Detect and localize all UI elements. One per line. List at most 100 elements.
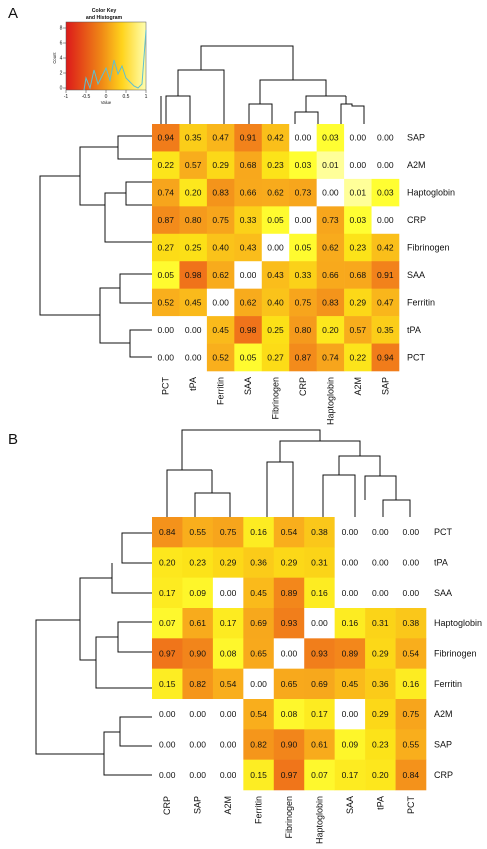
- heatmap-cell: [344, 206, 372, 235]
- heatmap-a-row-dendrogram: [39, 135, 152, 358]
- heatmap-cell: [234, 233, 263, 262]
- cell-value-label: 0.00: [189, 709, 206, 719]
- cell-value-label: 0.52: [212, 352, 229, 362]
- heatmap-cell: [395, 547, 427, 578]
- cell-value-label: 0.22: [157, 160, 174, 170]
- cell-value-label: 0.00: [377, 215, 394, 225]
- heatmap-cell: [395, 699, 427, 730]
- heatmap-cell: [152, 577, 183, 609]
- heatmap-cell: [206, 261, 235, 289]
- cell-value-label: 0.08: [220, 649, 237, 659]
- cell-value-label: 0.94: [157, 133, 174, 143]
- cell-value-label: 0.75: [295, 297, 312, 307]
- heatmap-cell: [261, 343, 290, 372]
- heatmap-cell: [152, 288, 180, 317]
- heatmap-cell: [289, 343, 317, 372]
- column-label: Fibrinogen: [284, 796, 294, 839]
- cell-value-label: 0.57: [185, 160, 202, 170]
- heatmap-cell: [344, 124, 372, 152]
- cell-value-label: 0.61: [189, 618, 206, 628]
- cell-value-label: 0.31: [372, 618, 389, 628]
- cell-value-label: 0.69: [311, 679, 328, 689]
- heatmap-cell: [289, 233, 317, 262]
- heatmap-a-dendrograms: [39, 45, 365, 358]
- heatmap-cell: [289, 261, 317, 289]
- heatmap-cell: [316, 316, 345, 344]
- cell-value-label: 0.00: [159, 770, 176, 780]
- heatmap-b: 0.84 0.55 0.75 0.16 0.54 0.38 0.00 0.00 0.00 0.20…: [35, 429, 482, 844]
- row-label: PCT: [434, 527, 453, 537]
- color-key-y-tick-label: 0: [60, 86, 63, 92]
- cell-value-label: 0.62: [267, 188, 284, 198]
- heatmap-cell: [182, 577, 214, 609]
- heatmap-cell: [304, 608, 335, 639]
- cell-value-label: 0.54: [220, 679, 237, 689]
- cell-value-label: 0.87: [157, 215, 174, 225]
- heatmap-cell: [212, 699, 244, 730]
- heatmap-b-column-dendrogram: [166, 429, 411, 517]
- heatmap-cell: [182, 547, 214, 578]
- cell-value-label: 0.66: [322, 270, 339, 280]
- cell-value-label: 0.00: [322, 188, 339, 198]
- cell-value-label: 0.23: [372, 740, 389, 750]
- cell-value-label: 0.27: [157, 243, 174, 253]
- heatmap-cell: [152, 124, 180, 152]
- heatmap-cell: [212, 668, 244, 700]
- cell-value-label: 0.00: [350, 160, 367, 170]
- cell-value-label: 0.01: [350, 188, 367, 198]
- cell-value-label: 0.84: [159, 527, 176, 537]
- heatmap-cell: [212, 608, 244, 639]
- cell-value-label: 0.40: [267, 297, 284, 307]
- heatmap-cell: [206, 151, 235, 180]
- color-key-y-label: Count: [52, 52, 57, 64]
- heatmap-cell: [243, 577, 275, 609]
- cell-value-label: 0.29: [350, 297, 367, 307]
- cell-value-label: 0.80: [295, 325, 312, 335]
- heatmap-cell: [243, 608, 275, 639]
- row-label: SAA: [434, 588, 452, 598]
- panel-a-label: A: [8, 5, 18, 22]
- heatmap-cell: [289, 178, 317, 207]
- cell-value-label: 0.17: [311, 709, 328, 719]
- cell-value-label: 0.03: [322, 133, 339, 143]
- heatmap-cell: [273, 638, 305, 669]
- cell-value-label: 0.00: [295, 133, 312, 143]
- heatmap-cell: [316, 261, 345, 289]
- heatmap-cell: [371, 233, 400, 262]
- row-label: Fibrinogen: [434, 649, 477, 659]
- heatmap-cell: [273, 517, 305, 548]
- cell-value-label: 0.36: [250, 558, 267, 568]
- cell-value-label: 0.97: [281, 770, 298, 780]
- color-key-tick-label: -0.5: [82, 94, 91, 100]
- cell-value-label: 0.05: [295, 243, 312, 253]
- cell-value-label: 0.33: [295, 270, 312, 280]
- cell-value-label: 0.47: [212, 133, 229, 143]
- heatmap-cell: [316, 288, 345, 317]
- cell-value-label: 0.74: [157, 188, 174, 198]
- cell-value-label: 0.00: [377, 160, 394, 170]
- heatmap-cell: [182, 759, 214, 791]
- heatmap-cell: [316, 343, 345, 372]
- heatmap-cell: [365, 638, 396, 669]
- heatmap-cell: [316, 206, 345, 235]
- column-label: Ferritin: [216, 377, 226, 405]
- heatmap-cell: [344, 288, 372, 317]
- row-label: Ferritin: [407, 297, 435, 307]
- heatmap-cell: [179, 343, 208, 372]
- heatmap-cell: [152, 608, 183, 639]
- cell-value-label: 0.43: [240, 243, 257, 253]
- heatmap-cell: [206, 233, 235, 262]
- heatmap-cell: [243, 638, 275, 669]
- heatmap-b-column-labels: CRP SAP A2M Ferritin Fibrinogen Haptoglobin SA…: [162, 795, 416, 844]
- cell-value-label: 0.00: [185, 352, 202, 362]
- heatmap-cell: [395, 729, 427, 760]
- heatmap-cell: [304, 759, 335, 791]
- color-key-tick-label: -1: [64, 94, 69, 100]
- cell-value-label: 0.00: [342, 588, 359, 598]
- heatmap-cell: [152, 206, 180, 235]
- heatmap-cell: [273, 577, 305, 609]
- cell-value-label: 0.25: [267, 325, 284, 335]
- heatmap-cell: [182, 699, 214, 730]
- cell-value-label: 0.52: [157, 297, 174, 307]
- cell-value-label: 0.33: [240, 215, 257, 225]
